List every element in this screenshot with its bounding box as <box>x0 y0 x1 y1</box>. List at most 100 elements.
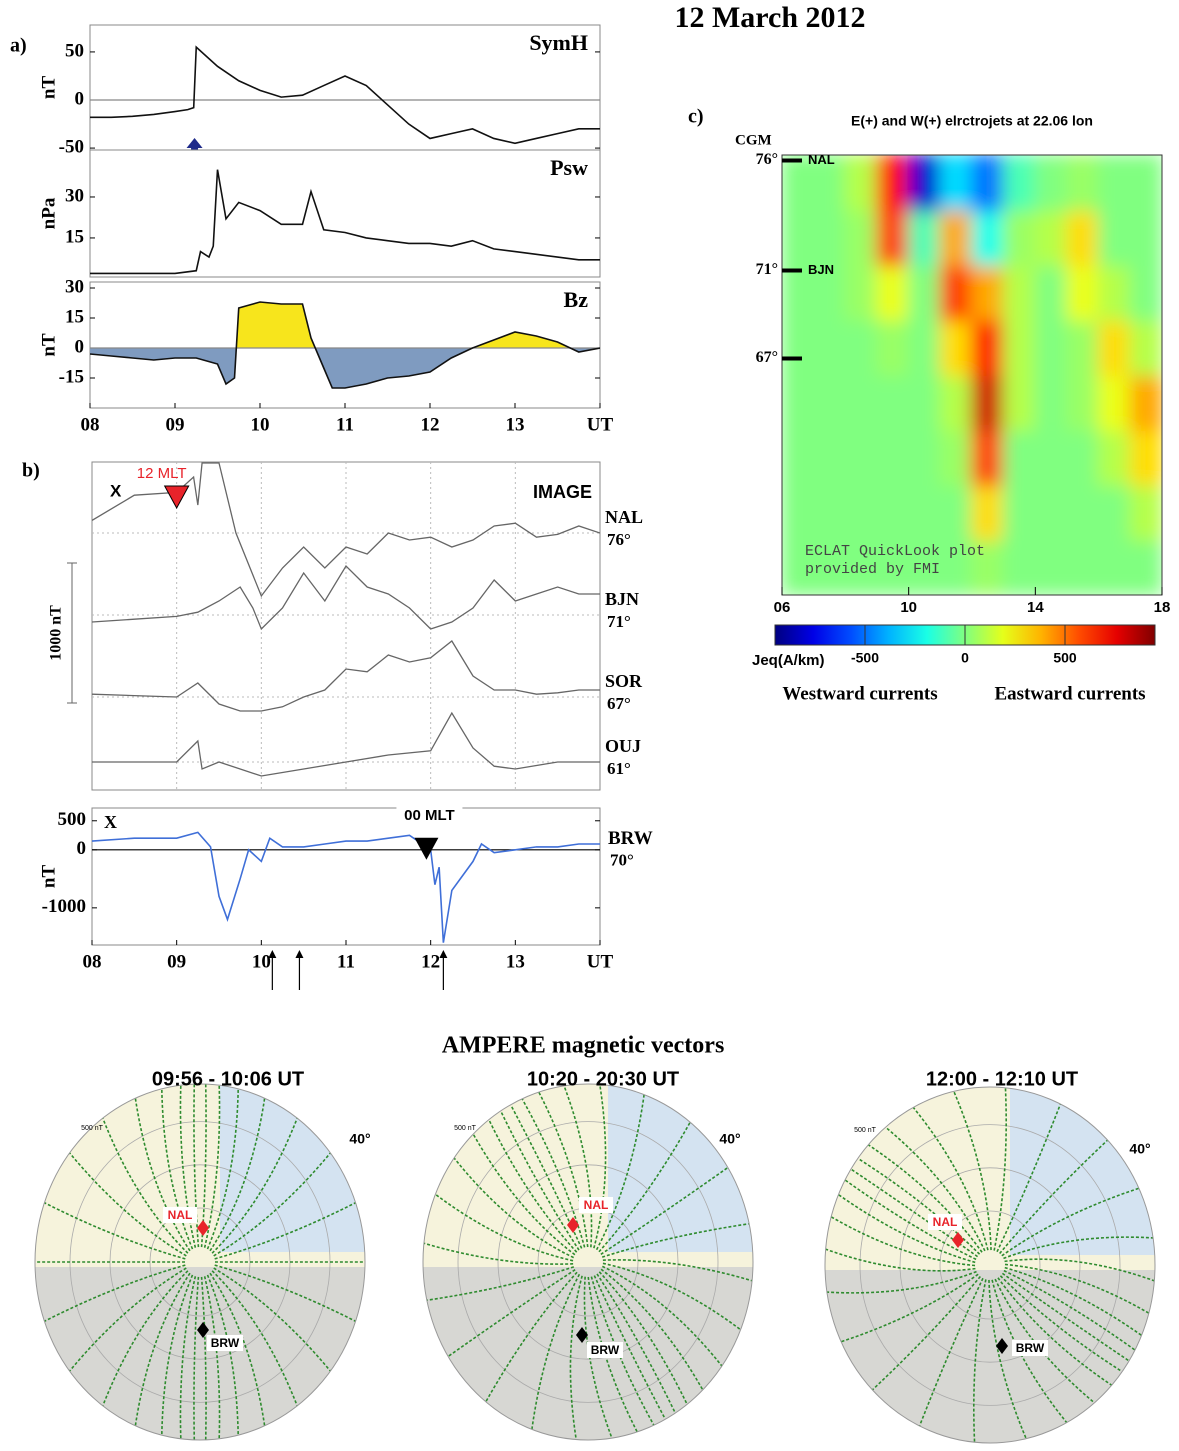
heatmap-cell <box>844 209 878 266</box>
heatmap-cell <box>971 209 1005 266</box>
vector-line <box>206 1274 240 1440</box>
panel-title: IMAGE <box>533 482 592 502</box>
map-time: 10:20 - 20:30 UT <box>527 1068 679 1090</box>
vector-line <box>997 1277 1120 1391</box>
heatmap-cell <box>812 374 847 431</box>
vector-line <box>836 1173 977 1261</box>
heatmap-cell <box>907 209 942 266</box>
heatmap-cell <box>971 374 1005 431</box>
station-marker <box>567 1217 579 1233</box>
vector-line <box>193 1276 200 1440</box>
vector-line <box>206 1084 240 1250</box>
map-circle <box>497 1164 679 1360</box>
y-axis-label: nT <box>38 76 59 100</box>
vector-line <box>423 1239 574 1265</box>
heatmap-cell <box>1034 429 1068 486</box>
map-scale: 500 nT <box>81 1125 104 1132</box>
heatmap-cell <box>1097 264 1132 321</box>
heatmap-cell <box>782 484 815 541</box>
trace-line <box>92 564 600 631</box>
heatmap-cell <box>971 484 1005 541</box>
label-bg <box>207 1335 243 1351</box>
heatmap-cell <box>939 429 973 486</box>
vector-line <box>423 1266 575 1303</box>
vector-line <box>860 1139 983 1253</box>
heatmap-cell <box>971 319 1005 376</box>
polar-map <box>825 1087 1155 1443</box>
heatmap-cell <box>1002 264 1037 321</box>
series-label: BRW <box>608 828 653 849</box>
area-negative <box>90 348 600 388</box>
heatmap-cell <box>1129 319 1162 376</box>
mlt-label: 00 MLT <box>404 807 455 824</box>
vector-line <box>214 1197 365 1260</box>
vector-line <box>209 1272 267 1434</box>
map-scale: 500 nT <box>854 1127 877 1134</box>
vector-line <box>35 1264 186 1327</box>
y-tick-label: -50 <box>59 136 84 157</box>
heatmap-cell <box>1129 429 1162 486</box>
series-label: OUJ <box>605 736 641 756</box>
heatmap-cell <box>1097 209 1132 266</box>
area-positive <box>90 302 600 348</box>
heatmap-cell <box>907 484 942 541</box>
vector-line <box>830 1188 976 1264</box>
heatmap-cell <box>1097 155 1132 211</box>
heatmap-cell <box>1002 155 1037 211</box>
vector-line <box>907 1100 989 1251</box>
y-tick-label: -1000 <box>42 896 86 917</box>
series-label: NAL <box>605 507 643 527</box>
map-rim <box>422 1083 754 1441</box>
x-tick-label: 09 <box>166 414 185 435</box>
heatmap-cell <box>844 484 878 541</box>
series-label: BJN <box>605 589 639 609</box>
vector-line <box>484 1111 578 1253</box>
heatmap-cell <box>1129 374 1162 431</box>
heatmap-cell <box>812 539 847 595</box>
heatmap-cell <box>1129 539 1162 595</box>
heatmap-cell <box>876 155 910 211</box>
y-tick-label: -15 <box>59 366 84 387</box>
heatmap-cell <box>812 429 847 486</box>
panel-label: a) <box>10 35 27 57</box>
vector-line <box>214 1264 365 1327</box>
heatmap-cell <box>812 209 847 266</box>
y-tick-label: 0 <box>75 88 85 109</box>
plot-frame <box>91 461 601 791</box>
heatmap-cell <box>939 264 973 321</box>
heatmap-cell <box>907 155 942 211</box>
heatmap-cells <box>782 155 1162 595</box>
vector-line <box>916 1277 984 1434</box>
map-rim <box>824 1086 1156 1444</box>
heatmap-cell <box>844 155 878 211</box>
y-tick-label: 15 <box>65 226 84 247</box>
vector-line <box>1001 1184 1149 1257</box>
map-time: 12:00 - 12:10 UT <box>926 1068 1078 1090</box>
heatmap-cell <box>1097 429 1132 486</box>
station-label: BJN <box>808 262 834 277</box>
station-marker <box>996 1338 1008 1354</box>
heatmap-cell <box>1034 155 1068 211</box>
map-sky <box>1010 1087 1155 1255</box>
vector-line <box>825 1270 977 1294</box>
vector-line <box>598 1271 692 1413</box>
heatmap-cell <box>782 155 815 211</box>
heatmap-cell <box>1034 319 1068 376</box>
heatmap-cell <box>1129 155 1162 211</box>
panel-label: b) <box>22 460 40 482</box>
map-night <box>35 1267 365 1440</box>
vector-line <box>440 1269 576 1363</box>
vector-line <box>99 1270 189 1414</box>
map-latitude: 40° <box>1129 1141 1150 1157</box>
heatmap-cell <box>782 264 815 321</box>
heatmap-cell <box>1097 484 1132 541</box>
y-axis-label: CGM <box>735 132 772 148</box>
vector-line <box>99 1110 189 1254</box>
heatmap-cell <box>1129 209 1162 266</box>
vector-line <box>133 1090 191 1252</box>
arrow-head <box>268 950 277 958</box>
vector-line <box>1004 1266 1150 1342</box>
heatmap-cell <box>1002 429 1037 486</box>
station-label: NAL <box>168 1208 193 1222</box>
heatmap-cell <box>1034 264 1068 321</box>
